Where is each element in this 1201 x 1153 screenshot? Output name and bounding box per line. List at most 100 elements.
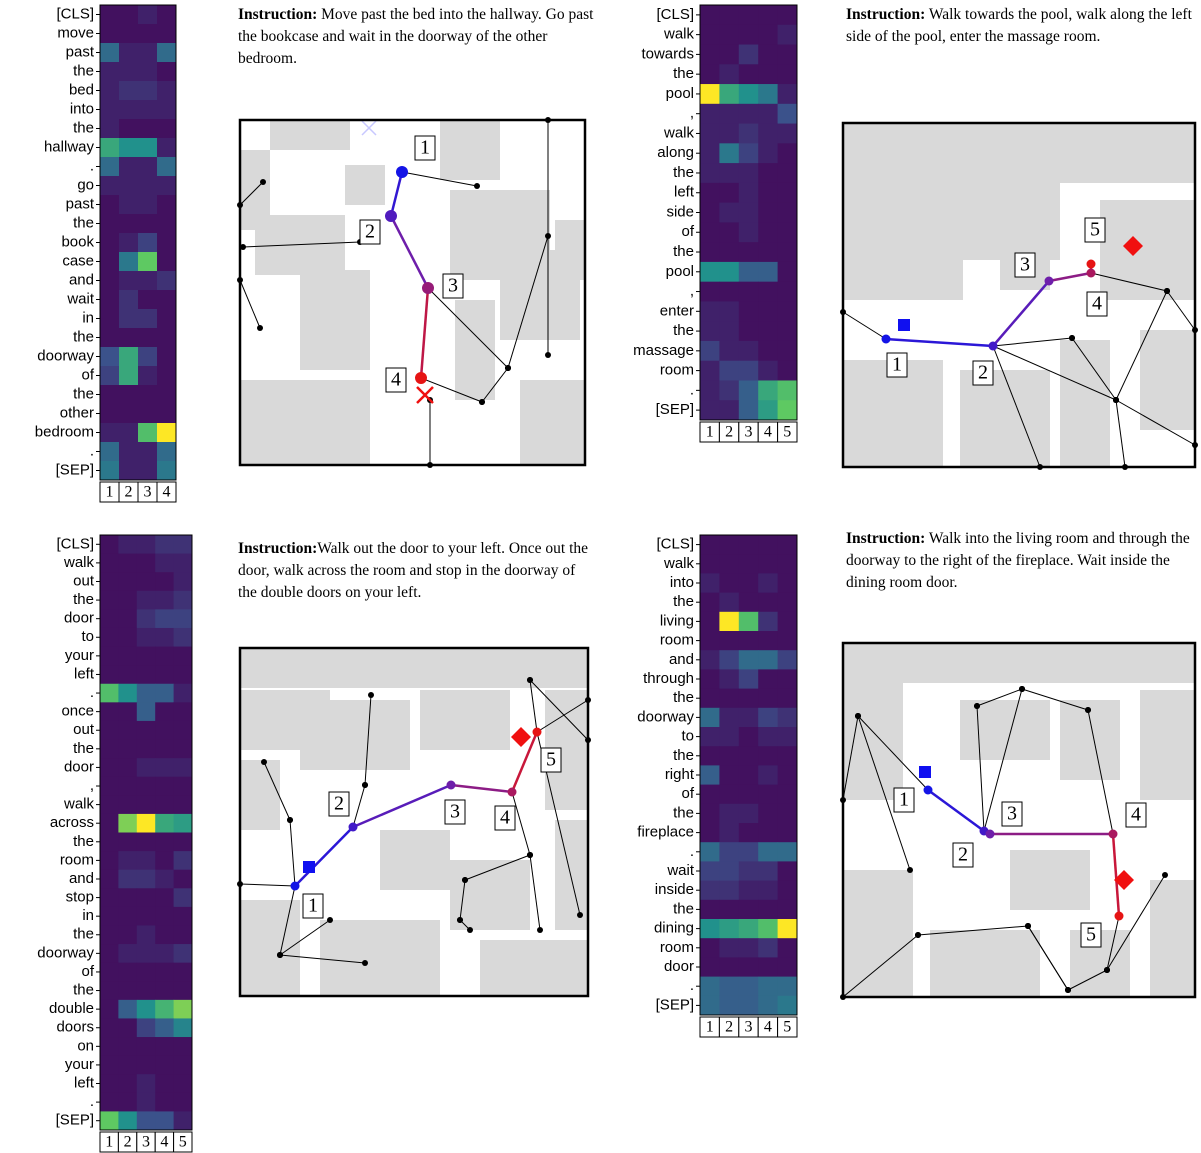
- heat-cell: [136, 720, 156, 741]
- token-label: bed: [69, 81, 94, 98]
- token-label: the: [73, 982, 94, 999]
- heat-cell: [719, 360, 740, 381]
- heat-cell: [100, 888, 119, 908]
- token-label: pool: [666, 85, 694, 102]
- token-label: massage: [633, 342, 694, 359]
- heat-cell: [155, 627, 175, 648]
- heat-cell: [777, 44, 798, 65]
- heat-cell: [719, 281, 740, 302]
- node-label: 4: [1092, 293, 1102, 315]
- heat-cell: [738, 202, 759, 223]
- heat-cell: [118, 776, 138, 796]
- heat-cell: [700, 5, 720, 26]
- node-label-box: [328, 791, 350, 817]
- heat-cell: [118, 944, 138, 964]
- heat-cell: [155, 776, 175, 796]
- map-frame: [238, 118, 587, 467]
- heat-cell: [136, 869, 156, 889]
- heat-cell: [157, 404, 177, 424]
- heat-cell: [758, 44, 779, 65]
- heat-cell: [738, 957, 759, 978]
- token-label: [CLS]: [56, 535, 94, 552]
- heat-cell: [157, 195, 177, 215]
- heat-cell: [155, 1111, 175, 1131]
- heat-cell: [119, 43, 139, 63]
- heat-cell: [738, 765, 759, 786]
- heat-cell: [100, 157, 120, 177]
- token-label: go: [77, 176, 94, 193]
- node-label-box: [444, 799, 466, 825]
- heat-cell: [173, 832, 193, 852]
- obstacle: [843, 643, 1195, 683]
- heat-cell: [155, 590, 175, 610]
- heat-cell: [173, 962, 193, 982]
- heat-cell: [119, 233, 139, 253]
- graph-node: [287, 817, 293, 823]
- step-label: 3: [745, 424, 753, 441]
- instruction-label: Instruction:: [238, 540, 318, 557]
- start-marker: [303, 861, 315, 873]
- heat-cell: [777, 938, 798, 958]
- goal-marker: [1114, 870, 1134, 890]
- heat-cell: [719, 103, 740, 125]
- heat-cell: [136, 535, 156, 555]
- heat-cell: [118, 813, 138, 833]
- heat-cell: [136, 627, 156, 648]
- heat-cell: [100, 962, 119, 982]
- heat-cell: [700, 360, 720, 381]
- node-label-box: [414, 135, 436, 161]
- graph-node: [368, 692, 374, 698]
- heat-cell: [758, 803, 779, 824]
- heat-cell: [173, 795, 193, 815]
- obstacle: [843, 123, 1195, 183]
- token-label: your: [65, 647, 94, 664]
- node-label: 5: [546, 749, 556, 771]
- node-label-box: [972, 360, 994, 386]
- heat-cell: [738, 301, 759, 322]
- graph-edge: [420, 377, 483, 403]
- heat-cell: [700, 535, 720, 555]
- step-box: [777, 421, 798, 443]
- heat-cell: [157, 442, 177, 462]
- heat-cell: [100, 62, 120, 82]
- heat-cell: [100, 404, 120, 424]
- heat-cell: [173, 590, 193, 610]
- heat-cell: [738, 573, 759, 594]
- graph-node: [1065, 987, 1071, 993]
- heat-cell: [758, 688, 779, 709]
- graph-edge: [857, 715, 929, 791]
- instruction: Instruction: Walk towards the pool, walk…: [846, 4, 1198, 48]
- instruction: Instruction: Move past the bed into the …: [238, 4, 598, 70]
- heat-cell: [738, 592, 759, 613]
- heat-cell: [136, 590, 156, 610]
- node-label-box: [1084, 217, 1106, 243]
- obstacle: [320, 920, 440, 996]
- heat-cell: [118, 1055, 138, 1075]
- node-label: 1: [308, 895, 318, 917]
- graph-node: [362, 960, 368, 966]
- heat-cell: [138, 24, 158, 44]
- path-node: [348, 822, 358, 832]
- heat-cell: [758, 222, 779, 243]
- heat-cell: [136, 572, 156, 592]
- heat-cell: [777, 5, 798, 26]
- heat-cell: [118, 609, 138, 629]
- path-segment: [352, 783, 452, 829]
- heat-cell: [119, 119, 139, 139]
- heat-cell: [173, 1111, 193, 1131]
- heat-cell: [758, 535, 779, 555]
- heat-cell: [758, 242, 779, 263]
- token-label: the: [73, 62, 94, 79]
- heat-cell: [738, 554, 759, 574]
- token-label: out: [73, 572, 95, 589]
- node-label: 5: [1086, 924, 1096, 946]
- obstacle: [960, 370, 1050, 467]
- heat-cell: [155, 702, 175, 722]
- path-node: [385, 210, 397, 222]
- heat-cell: [777, 400, 798, 421]
- token-label: walk: [663, 124, 695, 141]
- heat-cell: [138, 43, 158, 63]
- heat-cell: [758, 765, 779, 786]
- heat-cell: [100, 252, 120, 272]
- path-node: [290, 881, 300, 891]
